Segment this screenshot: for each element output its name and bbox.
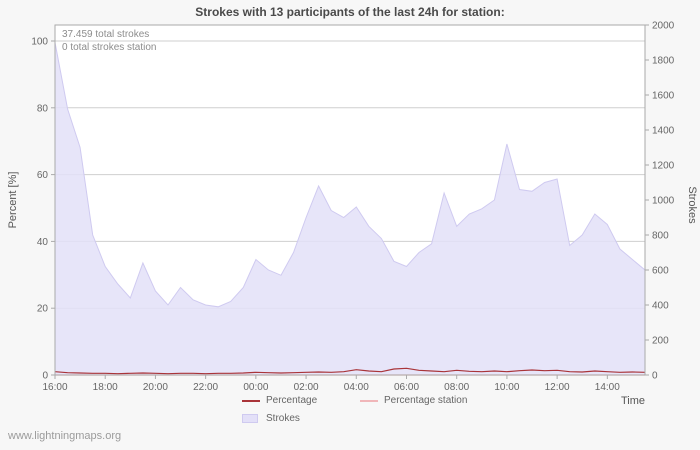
legend-label-strokes: Strokes: [266, 413, 300, 424]
right-axis-label: Strokes: [686, 186, 698, 224]
total-strokes-station-annotation: 0 total strokes station: [62, 42, 157, 53]
svg-text:1000: 1000: [652, 196, 675, 207]
svg-text:02:00: 02:00: [294, 382, 319, 393]
svg-text:1200: 1200: [652, 161, 675, 172]
svg-text:20:00: 20:00: [143, 382, 168, 393]
svg-text:1600: 1600: [652, 91, 675, 102]
svg-text:06:00: 06:00: [394, 382, 419, 393]
x-axis-label: Time: [621, 395, 645, 407]
svg-text:1800: 1800: [652, 56, 675, 67]
svg-text:800: 800: [652, 231, 669, 242]
svg-text:16:00: 16:00: [42, 382, 67, 393]
svg-text:1400: 1400: [652, 126, 675, 137]
svg-text:0: 0: [652, 371, 658, 382]
svg-text:18:00: 18:00: [93, 382, 118, 393]
svg-text:400: 400: [652, 301, 669, 312]
svg-text:600: 600: [652, 266, 669, 277]
legend-swatch-strokes: [242, 414, 258, 423]
svg-text:14:00: 14:00: [595, 382, 620, 393]
legend-swatch-percentage-station: [360, 399, 378, 402]
legend-row-area: Strokes: [242, 413, 467, 424]
total-strokes-annotation: 37.459 total strokes: [62, 29, 150, 40]
left-axis-label: Percent [%]: [7, 172, 19, 229]
svg-text:10:00: 10:00: [494, 382, 519, 393]
svg-text:22:00: 22:00: [193, 382, 218, 393]
legend-item-percentage: Percentage: [242, 395, 360, 406]
svg-text:200: 200: [652, 336, 669, 347]
svg-text:12:00: 12:00: [545, 382, 570, 393]
svg-text:0: 0: [42, 371, 48, 382]
legend-row-lines: Percentage Percentage station: [242, 395, 467, 406]
svg-text:20: 20: [37, 304, 49, 315]
svg-text:04:00: 04:00: [344, 382, 369, 393]
chart-title: Strokes with 13 participants of the last…: [195, 5, 505, 19]
svg-text:08:00: 08:00: [444, 382, 469, 393]
legend-swatch-percentage: [242, 399, 260, 402]
watermark: www.lightningmaps.org: [8, 430, 122, 442]
legend-item-percentage-station: Percentage station: [360, 395, 467, 406]
svg-text:80: 80: [37, 103, 49, 114]
legend-label-percentage-station: Percentage station: [384, 395, 468, 406]
legend-label-percentage: Percentage: [266, 395, 318, 406]
svg-text:40: 40: [37, 237, 49, 248]
legend-item-strokes: Strokes: [242, 413, 360, 424]
svg-text:60: 60: [37, 170, 49, 181]
svg-text:00:00: 00:00: [243, 382, 268, 393]
svg-text:2000: 2000: [652, 21, 675, 32]
svg-text:100: 100: [31, 37, 48, 48]
chart-legend: Percentage Percentage station Strokes: [242, 395, 467, 431]
